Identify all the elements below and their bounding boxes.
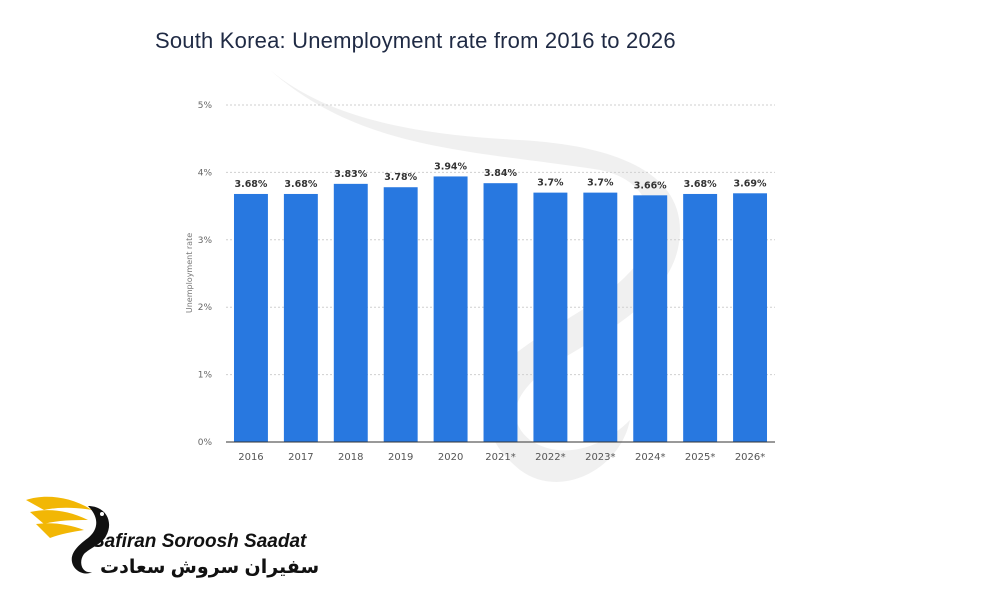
y-axis-label: Unemployment rate bbox=[185, 233, 194, 313]
x-tick-label: 2020 bbox=[438, 452, 463, 463]
data-label: 3.7% bbox=[587, 178, 614, 189]
bar bbox=[483, 183, 518, 442]
y-tick-label: 0% bbox=[198, 438, 213, 448]
watermark-logo bbox=[270, 70, 680, 482]
x-tick-label: 2021* bbox=[485, 452, 515, 463]
data-labels: 3.68% 3.68% 3.83% 3.78% 3.94% 3.84% 3.7% 3.7% 3.… bbox=[234, 161, 767, 191]
data-label: 3.78% bbox=[384, 172, 417, 183]
company-logo bbox=[26, 496, 110, 574]
y-tick-label: 5% bbox=[198, 101, 213, 111]
data-label: 3.7% bbox=[537, 178, 564, 189]
bar bbox=[433, 176, 468, 442]
x-tick-label: 2022* bbox=[535, 452, 565, 463]
data-label: 3.94% bbox=[434, 161, 467, 172]
chart-title: South Korea: Unemployment rate from 2016… bbox=[155, 28, 676, 53]
y-tick-label: 1% bbox=[198, 371, 213, 381]
data-label: 3.69% bbox=[734, 178, 767, 189]
axes: 0% 1% 2% 3% 4% 5% 2016 2017 2018 2019 2020 2021* 202… bbox=[198, 101, 775, 463]
y-tick-label: 4% bbox=[198, 168, 213, 178]
bar bbox=[583, 192, 618, 442]
bar bbox=[633, 195, 668, 442]
bars bbox=[233, 176, 768, 442]
x-tick-label: 2026* bbox=[735, 452, 765, 463]
data-label: 3.68% bbox=[234, 179, 267, 190]
bird-wing-icon bbox=[26, 496, 110, 574]
bar bbox=[683, 193, 718, 442]
x-tick-label: 2019 bbox=[388, 452, 413, 463]
bar bbox=[733, 193, 768, 442]
data-label: 3.68% bbox=[684, 179, 717, 190]
x-tick-label: 2024* bbox=[635, 452, 665, 463]
bar bbox=[233, 193, 268, 442]
x-tick-label: 2025* bbox=[685, 452, 715, 463]
x-tick-label: 2017 bbox=[288, 452, 313, 463]
bar bbox=[283, 193, 318, 442]
data-label: 3.83% bbox=[334, 169, 367, 180]
company-name-en: Safiran Soroosh Saadat bbox=[92, 531, 307, 552]
bar bbox=[333, 183, 368, 442]
bar bbox=[533, 192, 568, 442]
data-label: 3.68% bbox=[284, 179, 317, 190]
company-name-fa: سفیران سروش سعادت bbox=[100, 557, 320, 578]
x-tick-label: 2018 bbox=[338, 452, 363, 463]
y-tick-label: 3% bbox=[198, 236, 213, 246]
x-tick-label: 2023* bbox=[585, 452, 615, 463]
data-label: 3.66% bbox=[634, 180, 667, 191]
x-tick-label: 2016 bbox=[238, 452, 263, 463]
data-label: 3.84% bbox=[484, 168, 517, 179]
bar bbox=[383, 187, 418, 442]
y-tick-label: 2% bbox=[198, 303, 213, 313]
